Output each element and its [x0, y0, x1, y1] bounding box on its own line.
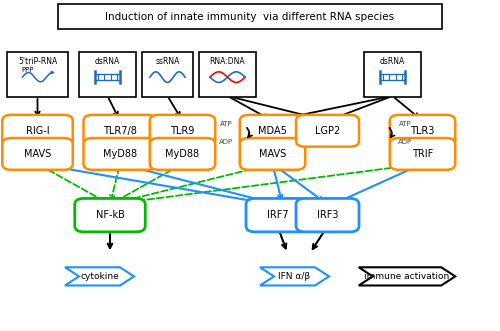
Text: IFN α/β: IFN α/β — [278, 272, 310, 281]
FancyBboxPatch shape — [150, 115, 215, 147]
Text: ADP: ADP — [219, 139, 233, 145]
Text: dsRNA: dsRNA — [95, 57, 120, 66]
Text: TRIF: TRIF — [412, 149, 433, 159]
Polygon shape — [359, 267, 456, 285]
FancyBboxPatch shape — [79, 52, 136, 97]
Text: TLR3: TLR3 — [410, 126, 434, 136]
Text: ssRNA: ssRNA — [156, 57, 180, 66]
Text: immune activation: immune activation — [364, 272, 450, 281]
FancyBboxPatch shape — [142, 52, 194, 97]
Text: PPP: PPP — [22, 67, 34, 73]
FancyBboxPatch shape — [240, 115, 305, 147]
Text: TLR7/8: TLR7/8 — [103, 126, 137, 136]
Text: LGP2: LGP2 — [315, 126, 340, 136]
Text: cytokine: cytokine — [80, 272, 119, 281]
FancyBboxPatch shape — [84, 138, 156, 170]
Polygon shape — [65, 267, 134, 285]
FancyBboxPatch shape — [2, 138, 73, 170]
Text: MyD88: MyD88 — [166, 149, 200, 159]
Polygon shape — [260, 267, 329, 285]
FancyBboxPatch shape — [199, 52, 256, 97]
FancyBboxPatch shape — [240, 138, 305, 170]
Text: ATP: ATP — [398, 121, 411, 127]
FancyBboxPatch shape — [390, 115, 455, 147]
Text: IRF3: IRF3 — [317, 210, 338, 220]
Text: MAVS: MAVS — [259, 149, 286, 159]
Text: NF-kB: NF-kB — [96, 210, 124, 220]
FancyBboxPatch shape — [75, 199, 145, 232]
Text: MDA5: MDA5 — [258, 126, 287, 136]
FancyBboxPatch shape — [296, 115, 359, 147]
FancyBboxPatch shape — [84, 115, 156, 147]
FancyBboxPatch shape — [150, 138, 215, 170]
FancyBboxPatch shape — [246, 199, 309, 232]
Text: MAVS: MAVS — [24, 149, 51, 159]
Text: RNA:DNA: RNA:DNA — [210, 57, 246, 66]
Text: ADP: ADP — [398, 139, 412, 145]
FancyBboxPatch shape — [364, 52, 421, 97]
Text: TLR9: TLR9 — [170, 126, 194, 136]
FancyBboxPatch shape — [6, 52, 68, 97]
FancyBboxPatch shape — [296, 199, 359, 232]
Text: 5'triP-RNA: 5'triP-RNA — [18, 57, 57, 66]
FancyBboxPatch shape — [390, 138, 455, 170]
Text: IRF7: IRF7 — [266, 210, 288, 220]
Text: MyD88: MyD88 — [103, 149, 137, 159]
Text: RIG-I: RIG-I — [26, 126, 50, 136]
FancyBboxPatch shape — [2, 115, 73, 147]
FancyBboxPatch shape — [58, 4, 442, 29]
Text: Induction of innate immunity  via different RNA species: Induction of innate immunity via differe… — [106, 12, 395, 22]
Text: dsRNA: dsRNA — [380, 57, 405, 66]
Text: ATP: ATP — [220, 121, 232, 127]
